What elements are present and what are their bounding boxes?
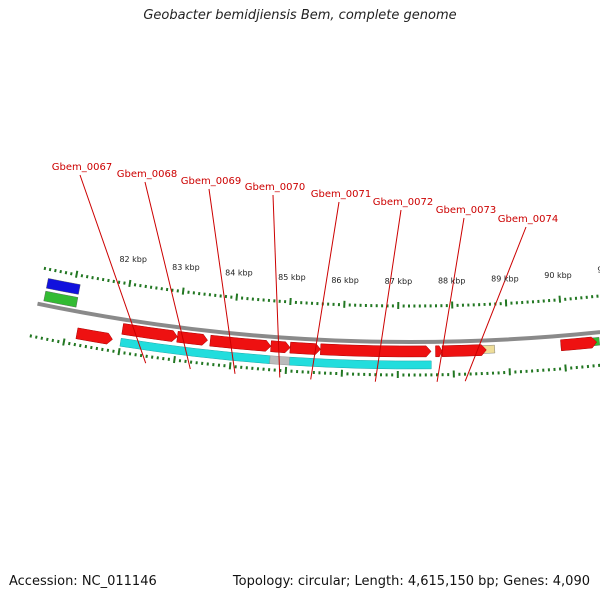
outer-tick	[112, 349, 115, 353]
scale-labels: 82 kbp 83 kbp 84 kbp 85 kbp 86 kbp 87 kbp 88 k…	[119, 255, 600, 286]
inner-tick	[128, 279, 132, 288]
cds-arrow	[289, 341, 321, 355]
scale-label: 86 kbp	[331, 276, 359, 285]
inner-tick	[101, 277, 105, 282]
gene-label: Gbem_0074	[498, 214, 558, 225]
cds-arrow	[560, 336, 598, 352]
outer-tick	[57, 339, 60, 344]
reverse-strand-features	[43, 278, 81, 308]
cds-arrow	[270, 340, 291, 354]
inner-tick	[43, 266, 47, 271]
cds-arrow	[121, 323, 178, 342]
outer-tick	[117, 348, 121, 356]
outer-tick	[145, 354, 148, 358]
outer-tick	[46, 337, 49, 342]
outer-tick	[173, 355, 176, 364]
callout-line	[436, 217, 465, 382]
inner-tick	[558, 295, 562, 303]
scale-label: 87 kbp	[385, 277, 413, 286]
inner-tick	[75, 270, 79, 278]
inner-tick	[91, 276, 94, 280]
outer-tick	[90, 345, 93, 350]
gene-label: Gbem_0072	[373, 197, 433, 208]
callout-line	[310, 201, 340, 380]
callout-line	[208, 188, 236, 374]
callout-line	[374, 209, 402, 382]
accession-label: Accession: NC_011146	[9, 574, 157, 589]
gene-feature	[288, 356, 432, 370]
outer-tick	[564, 364, 567, 372]
gene-label: Gbem_0070	[245, 182, 305, 193]
cds-track	[75, 323, 598, 358]
scale-label: 82 kbp	[119, 255, 147, 264]
inner-tick	[144, 284, 147, 289]
outer-tick	[156, 356, 159, 360]
inner-tick	[54, 268, 57, 273]
inner-tick	[112, 279, 115, 284]
inner-tick-ring	[43, 266, 599, 310]
inner-tick	[96, 277, 100, 281]
genome-summary: Topology: circular; Length: 4,615,150 bp…	[232, 574, 590, 589]
inner-tick	[64, 271, 68, 275]
outer-tick	[51, 338, 55, 343]
gene-label: Gbem_0068	[117, 169, 177, 180]
outer-tick	[101, 347, 104, 352]
cds-arrow	[75, 327, 113, 345]
genome-title: Geobacter bemidjiensis Bem, complete gen…	[143, 8, 457, 23]
cds-arrow	[441, 344, 487, 357]
outer-tick	[68, 341, 71, 346]
scale-label: 88 kbp	[438, 277, 466, 286]
outer-tick	[228, 362, 232, 370]
inner-tick	[85, 275, 89, 279]
scale-label: 89 kbp	[491, 275, 519, 284]
cds-arrow	[209, 334, 272, 352]
inner-tick	[70, 272, 73, 276]
gene-callouts: Gbem_0067 Gbem_0068 Gbem_0069 Gbem_0070 Gbem…	[52, 162, 558, 382]
gene-label: Gbem_0073	[436, 205, 496, 216]
outer-tick	[29, 334, 33, 338]
callout-line	[272, 194, 281, 378]
outer-tick	[79, 343, 82, 348]
inner-tick	[107, 278, 110, 283]
genome-backbone	[37, 301, 600, 345]
scale-label: 90 kbp	[544, 271, 572, 280]
scale-label: 91 kbp	[597, 266, 600, 275]
inner-tick	[48, 267, 52, 272]
outer-tick	[128, 352, 132, 356]
outer-tick-ring	[29, 334, 600, 378]
inner-tick	[181, 287, 185, 295]
outer-tick	[84, 344, 88, 349]
inner-tick	[235, 293, 239, 301]
scale-label: 85 kbp	[278, 273, 306, 282]
scale-label: 84 kbp	[225, 269, 253, 278]
callout-line	[79, 174, 147, 364]
callout-line	[144, 181, 191, 370]
green-feature	[43, 290, 79, 308]
blue-feature	[46, 278, 81, 295]
outer-tick	[95, 346, 99, 351]
cds-arrow	[320, 343, 432, 358]
inner-tick	[80, 274, 84, 278]
outer-tick	[35, 335, 38, 339]
scale-label: 83 kbp	[172, 263, 200, 272]
gene-label: Gbem_0067	[52, 162, 112, 173]
outer-tick	[62, 338, 66, 346]
cds-arrow	[435, 345, 443, 358]
callout-line	[464, 226, 527, 382]
outer-tick	[40, 336, 44, 340]
inner-tick	[59, 269, 62, 274]
gene-label: Gbem_0069	[181, 176, 241, 187]
outer-tick	[73, 342, 77, 347]
gene-label: Gbem_0071	[311, 189, 371, 200]
inner-tick	[123, 281, 126, 285]
inner-tick	[133, 283, 137, 287]
inner-tick	[160, 287, 163, 291]
